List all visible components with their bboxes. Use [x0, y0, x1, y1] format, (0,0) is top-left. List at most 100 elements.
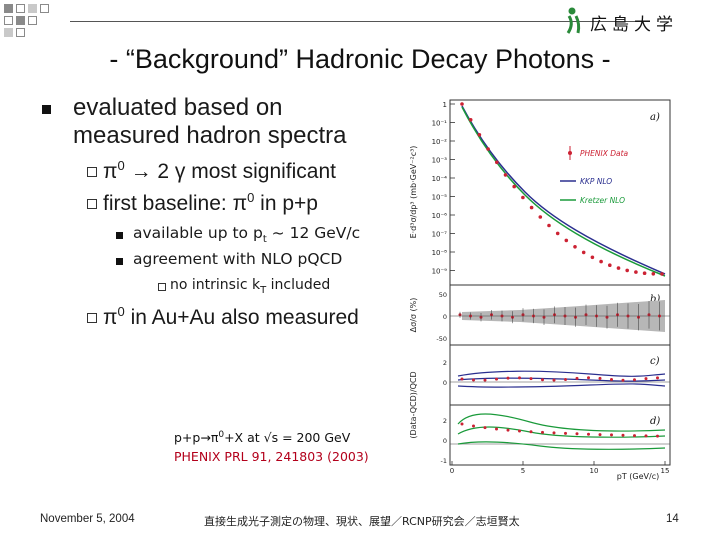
university-logo [560, 4, 720, 36]
footer-date: November 5, 2004 [40, 513, 135, 525]
pi-symbol: π [103, 160, 118, 183]
kretzer-scale-lower [457, 441, 666, 450]
data-point [538, 215, 543, 219]
subsubsub-bullet-icon [158, 283, 166, 291]
ratio-point [564, 377, 567, 381]
phenix-data-points [460, 102, 664, 276]
reaction-suffix: +X at √s = 200 GeV [224, 430, 351, 446]
ratio-point [587, 376, 590, 380]
x-tick-label: 5 [521, 467, 525, 475]
pt-subscript: t [262, 234, 267, 246]
kkp-scale-upper [457, 370, 666, 377]
x-ticks: 0 5 10 15 [450, 461, 669, 475]
ratio-point [587, 432, 590, 436]
ratio-point [575, 432, 579, 436]
ratio-point [460, 377, 464, 381]
decay-text: → 2 γ most significant [130, 160, 336, 183]
data-point [616, 266, 621, 270]
y-axis-label-uncertainty: Δσ/σ (%) [409, 298, 418, 333]
baseline-suffix: in p+p [260, 192, 318, 215]
side-ticks: 50 0 -50 2 0 2 0 -1 [436, 291, 447, 465]
legend-kretzer: Kretzer NLO [580, 196, 625, 205]
ratio-point [483, 378, 487, 382]
data-point [547, 223, 551, 228]
ratio-point [656, 376, 659, 380]
side-tick-label: 2 [443, 359, 447, 367]
header-rule [70, 21, 650, 22]
ratio-point [495, 377, 498, 381]
ratio-point [518, 376, 521, 380]
university-name: 広島大学 [590, 15, 678, 35]
pi-superscript: 0 [117, 304, 125, 319]
y-tick-label: 10⁻³ [432, 157, 448, 165]
data-point [625, 268, 629, 273]
panel-c-points [460, 376, 659, 382]
pi-superscript: 0 [247, 190, 255, 205]
ratio-point [495, 427, 498, 431]
data-point [486, 147, 490, 151]
legend-phenix-data: PHENIX Data [580, 149, 629, 158]
kretzer-curve [461, 106, 666, 277]
data-point [573, 245, 577, 249]
data-point [555, 231, 560, 236]
citation-link[interactable]: PHENIX PRL 91, 241803 (2003) [174, 449, 369, 464]
x-axis-label: pT (GeV/c) [617, 472, 659, 481]
y-tick-label: 10⁻⁸ [432, 249, 448, 257]
figure-legend: PHENIX Data KKP NLO Kretzer NLO [560, 146, 629, 205]
ratio-point [633, 434, 636, 438]
data-point [477, 133, 482, 137]
relative-error-points [458, 301, 661, 331]
intrinsic-suffix: included [270, 277, 331, 293]
bullet-text-line1: evaluated based on [73, 94, 283, 121]
y-ticks-panel-a: 1 10⁻¹ 10⁻² 10⁻³ 10⁻⁴ 10⁻⁵ 10⁻⁶ 10⁻⁷ 10⁻⁸ 10⁻⁹ [432, 101, 455, 276]
data-point [460, 102, 464, 106]
reaction-label: p+p→π0+X at √s = 200 GeV [174, 430, 350, 445]
auau-text: in Au+Au also measured [130, 306, 359, 329]
pi-superscript: 0 [117, 158, 125, 173]
ratio-point [656, 434, 659, 438]
panel-label-a: a) [650, 112, 660, 123]
data-point [634, 270, 638, 274]
data-point [495, 160, 499, 165]
kretzer-scale-upper [457, 413, 666, 432]
side-tick-label: 0 [443, 379, 447, 387]
ratio-point [564, 431, 567, 435]
ratio-point [644, 377, 648, 381]
ratio-point [518, 429, 521, 433]
data-point [660, 272, 664, 276]
kkp-scale-lower [457, 383, 666, 388]
ratio-point [621, 378, 625, 382]
ratio-point [621, 433, 625, 437]
available-prefix: available up to p [133, 224, 263, 242]
y-tick-label: 10⁻⁶ [432, 212, 448, 220]
data-point [599, 259, 603, 264]
ratio-point [506, 376, 510, 380]
ratio-point [529, 430, 533, 434]
ratio-point [472, 424, 475, 428]
panel-label-b: b) [650, 294, 660, 305]
panel-label-d: d) [650, 416, 660, 427]
kkp-curve [461, 105, 666, 275]
ratio-point [598, 376, 602, 380]
y-tick-label: 10⁻⁴ [432, 175, 448, 183]
panel-label-c: c) [650, 356, 660, 367]
bullet-icon [42, 105, 51, 114]
data-point [512, 184, 516, 189]
sub-bullet-pi0-decay: π0 → 2 γ most significant [103, 158, 336, 184]
data-point [581, 250, 586, 255]
data-point [468, 118, 473, 122]
sub-bullet-icon [87, 167, 97, 177]
ratio-point [541, 430, 544, 434]
footer-center: 直接生成光子測定の物理、現状、展望／RCNP研究会／志垣賢太 [204, 515, 520, 528]
data-point [564, 238, 569, 243]
y-tick-label: 10⁻⁵ [432, 194, 448, 202]
side-tick-label: 0 [443, 437, 447, 445]
reaction-prefix: p+p→π [174, 430, 219, 446]
sub-bullet-baseline: first baseline: π0 in p+p [103, 190, 318, 216]
slide-title: - “Background” Hadronic Decay Photons - [109, 44, 611, 74]
ratio-point [552, 378, 556, 382]
panel-d-frame [449, 404, 671, 466]
ratio-point [598, 433, 602, 437]
subsub-bullet-icon [116, 232, 123, 239]
intrinsic-prefix: no intrinsic k [170, 277, 261, 293]
